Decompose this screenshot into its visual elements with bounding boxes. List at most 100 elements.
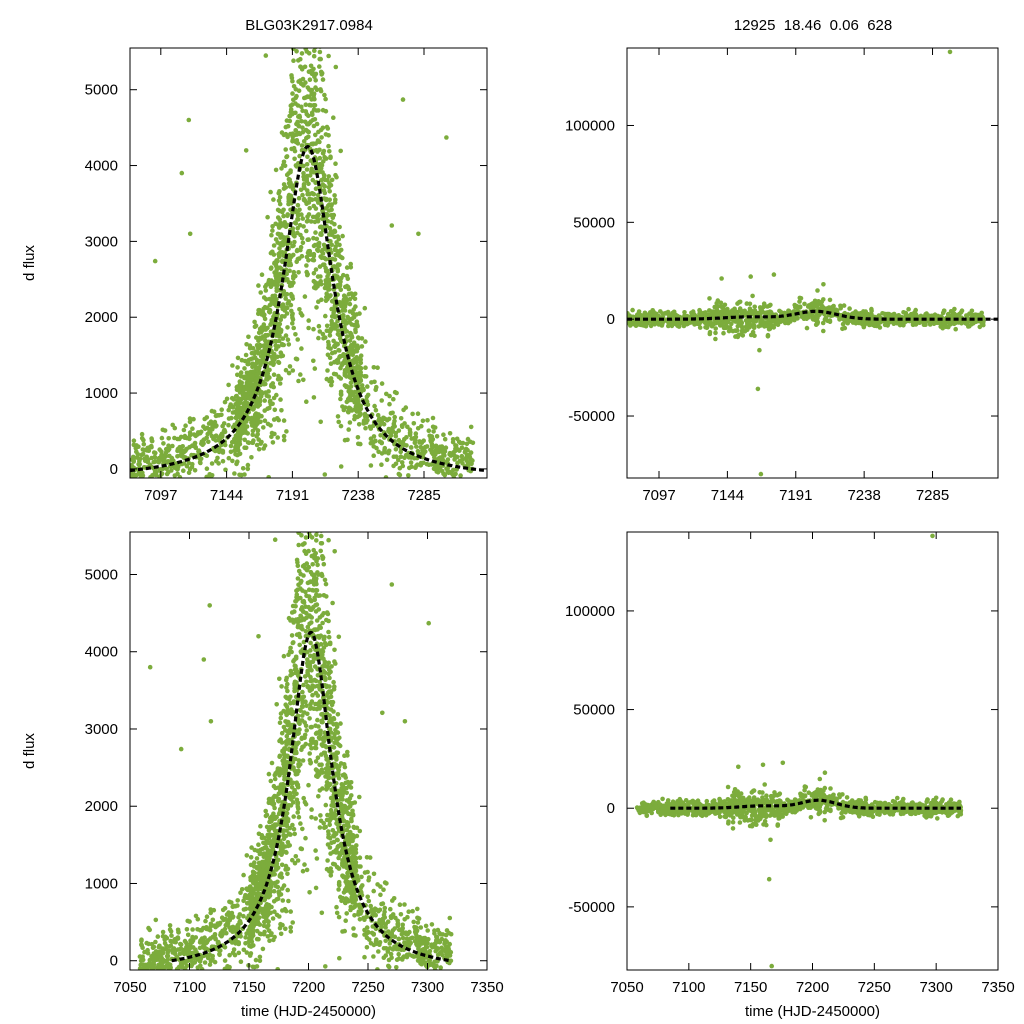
data-point — [295, 103, 301, 108]
data-point — [402, 421, 407, 426]
data-point — [413, 431, 419, 436]
data-point — [276, 359, 281, 365]
data-point — [204, 435, 209, 441]
y-tick-label: 4000 — [85, 158, 118, 175]
data-point — [163, 446, 169, 452]
data-point — [256, 415, 261, 420]
data-point — [331, 709, 336, 714]
data-point — [375, 365, 380, 371]
data-point — [273, 339, 279, 344]
data-point — [323, 298, 329, 304]
data-point — [280, 342, 285, 348]
data-point — [302, 674, 308, 679]
data-point — [269, 301, 274, 306]
data-point — [904, 313, 910, 318]
data-point — [290, 78, 295, 84]
data-point — [396, 471, 402, 477]
data-point — [328, 154, 333, 159]
data-point — [735, 310, 740, 315]
data-point — [379, 462, 384, 468]
data-point — [278, 397, 283, 402]
data-point — [190, 927, 195, 932]
data-point — [252, 414, 258, 420]
data-point — [378, 419, 384, 424]
data-point — [273, 221, 279, 227]
data-point — [298, 372, 303, 377]
data-point — [312, 595, 317, 601]
data-point — [272, 805, 277, 811]
data-point — [281, 223, 286, 228]
data-point — [278, 234, 283, 239]
data-point — [355, 402, 361, 408]
data-point — [358, 353, 364, 359]
data-point — [697, 325, 703, 330]
data-point — [333, 252, 339, 258]
data-point — [160, 455, 166, 460]
data-point — [819, 299, 824, 305]
data-point — [209, 433, 215, 439]
data-point — [276, 417, 282, 423]
data-point — [281, 239, 287, 245]
data-point — [319, 70, 325, 76]
data-point — [356, 441, 361, 447]
data-point — [307, 102, 312, 108]
data-point — [348, 785, 354, 790]
left-title: BLG03K2917.0984 — [245, 17, 373, 34]
data-point — [352, 291, 358, 297]
data-point — [414, 444, 419, 449]
data-point — [283, 131, 289, 137]
data-point — [353, 329, 358, 335]
data-point — [345, 779, 351, 785]
data-point — [317, 38, 322, 43]
data-point — [252, 324, 258, 330]
data-point — [315, 274, 321, 279]
data-point — [286, 342, 292, 347]
data-point — [760, 310, 765, 315]
data-point — [320, 331, 326, 337]
data-point — [714, 308, 720, 313]
data-point — [444, 466, 449, 472]
data-point — [255, 351, 261, 356]
data-point — [317, 184, 323, 190]
data-point — [815, 320, 821, 325]
data-point — [345, 749, 350, 755]
data-point — [314, 236, 320, 242]
data-point — [883, 320, 889, 326]
data-point — [671, 309, 677, 315]
data-point — [357, 828, 363, 834]
data-point — [315, 248, 321, 254]
data-point — [238, 959, 244, 964]
data-point — [326, 208, 332, 213]
data-point — [324, 787, 329, 792]
data-point — [290, 137, 296, 143]
data-point — [323, 96, 328, 102]
data-point — [316, 323, 322, 329]
data-point — [235, 372, 240, 378]
data-point — [435, 470, 441, 475]
data-point — [390, 410, 395, 416]
data-point — [327, 149, 332, 154]
data-point — [294, 259, 300, 265]
x-tick-label: 7191 — [779, 487, 812, 504]
data-point — [234, 447, 239, 453]
x-tick-label: 7238 — [847, 487, 880, 504]
data-point — [309, 424, 314, 429]
data-point — [213, 413, 219, 419]
data-point — [286, 196, 292, 201]
data-point — [204, 415, 210, 420]
y-tick-label: 3000 — [85, 233, 118, 250]
data-point — [331, 338, 336, 344]
data-point — [189, 464, 195, 470]
data-point — [871, 320, 877, 325]
data-point — [293, 128, 299, 133]
data-point — [152, 454, 158, 460]
data-point — [193, 444, 198, 450]
data-point — [235, 452, 240, 458]
data-point — [178, 449, 184, 455]
data-point — [713, 330, 718, 336]
data-point — [256, 283, 261, 288]
data-point — [276, 198, 282, 203]
data-point — [244, 424, 250, 429]
data-point — [310, 191, 315, 196]
